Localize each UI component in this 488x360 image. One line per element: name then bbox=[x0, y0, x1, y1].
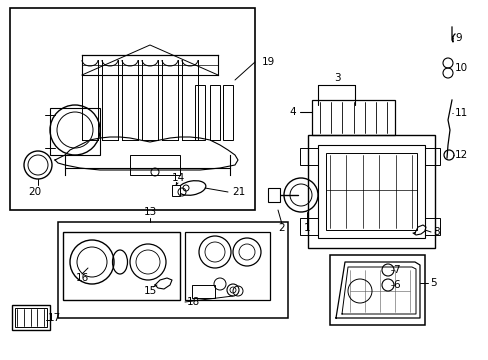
Text: 14: 14 bbox=[171, 173, 184, 183]
Text: 13: 13 bbox=[143, 207, 156, 217]
Text: 18: 18 bbox=[186, 297, 200, 307]
Bar bbox=[58, 222, 287, 318]
Text: 1: 1 bbox=[303, 223, 310, 233]
Bar bbox=[172, 185, 180, 196]
Text: 20: 20 bbox=[28, 187, 41, 197]
Bar bbox=[195, 85, 204, 140]
Bar bbox=[50, 108, 100, 155]
Text: 6: 6 bbox=[392, 280, 399, 290]
Bar bbox=[12, 305, 50, 330]
Text: 15: 15 bbox=[143, 286, 156, 296]
Text: 12: 12 bbox=[454, 150, 468, 160]
Bar bbox=[15, 308, 47, 327]
Text: 2: 2 bbox=[278, 223, 285, 233]
Bar bbox=[424, 148, 439, 165]
Bar bbox=[223, 85, 232, 140]
Text: 16: 16 bbox=[75, 273, 88, 283]
Text: 5: 5 bbox=[429, 278, 436, 288]
Bar bbox=[299, 218, 317, 235]
Bar bbox=[10, 8, 254, 210]
Bar bbox=[299, 148, 317, 165]
Bar bbox=[267, 188, 280, 202]
Bar bbox=[130, 155, 180, 175]
Bar bbox=[424, 218, 439, 235]
Text: 11: 11 bbox=[454, 108, 468, 118]
Bar bbox=[325, 153, 416, 230]
Text: 10: 10 bbox=[454, 63, 467, 73]
Bar bbox=[317, 145, 424, 238]
Text: 9: 9 bbox=[454, 33, 461, 43]
Bar bbox=[63, 232, 180, 300]
Bar bbox=[209, 85, 220, 140]
Text: 19: 19 bbox=[262, 57, 275, 67]
Text: 21: 21 bbox=[231, 187, 245, 197]
Text: 8: 8 bbox=[432, 227, 439, 237]
Bar bbox=[307, 135, 434, 248]
Bar bbox=[311, 100, 394, 135]
Bar bbox=[184, 232, 269, 300]
Text: 3: 3 bbox=[333, 73, 340, 83]
Bar bbox=[329, 255, 424, 325]
Text: 17: 17 bbox=[48, 313, 61, 323]
Text: 4: 4 bbox=[289, 107, 296, 117]
Text: 7: 7 bbox=[392, 265, 399, 275]
Bar bbox=[192, 285, 215, 298]
